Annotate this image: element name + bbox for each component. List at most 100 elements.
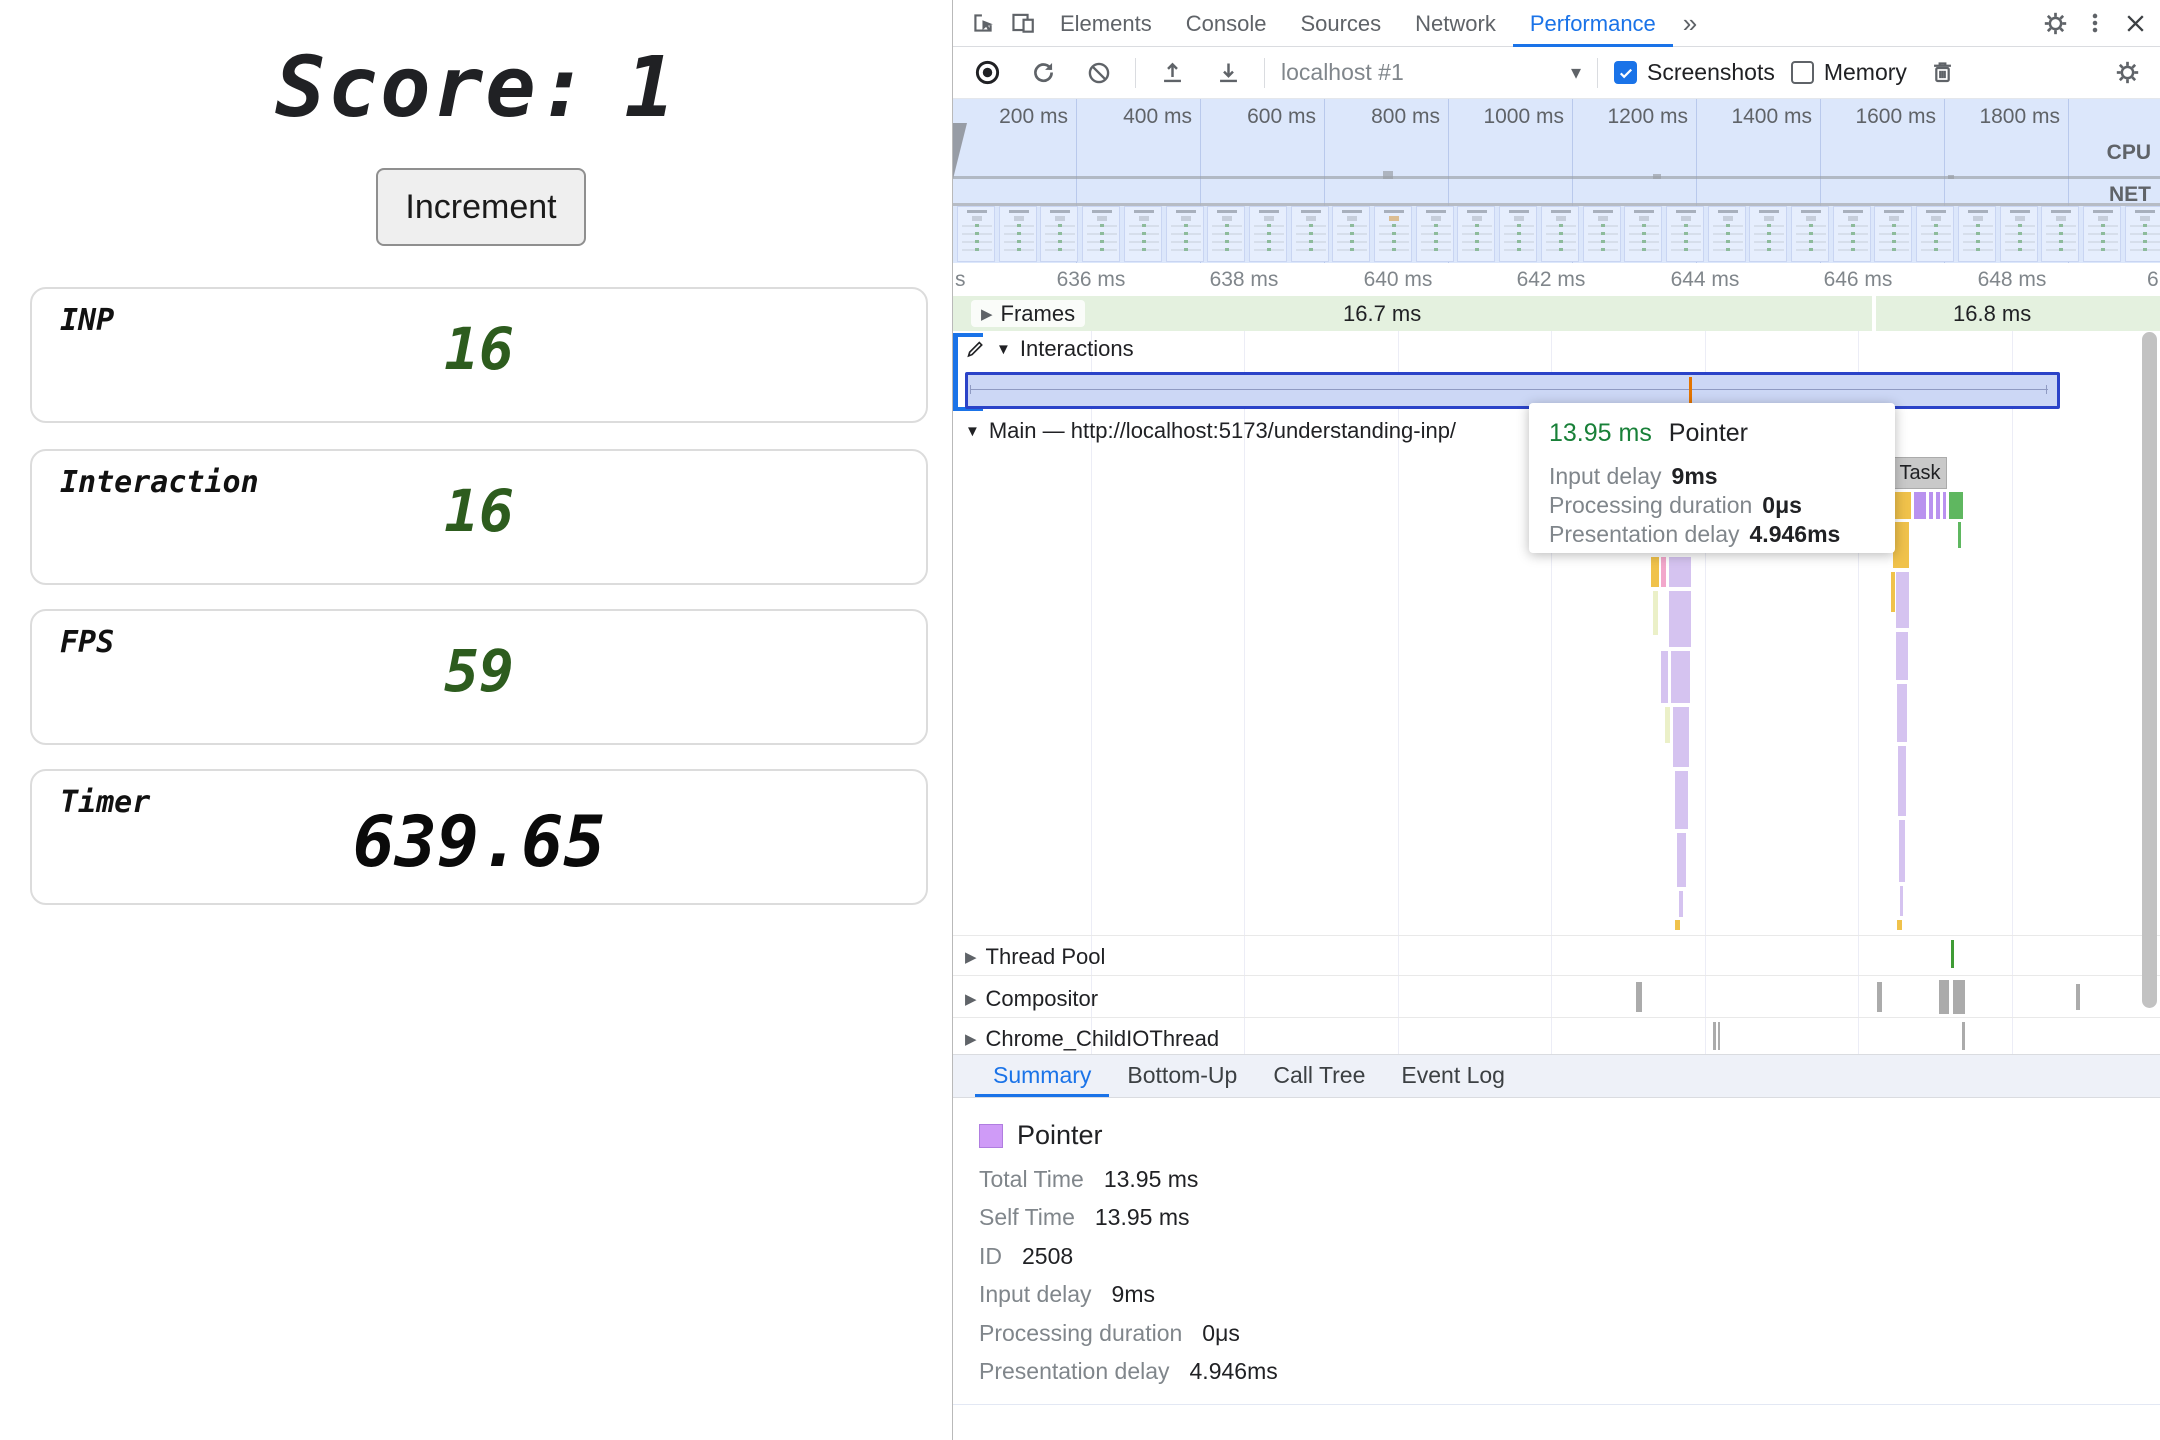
screenshots-label[interactable]: Screenshots — [1647, 59, 1775, 85]
filmstrip-thumbnail[interactable] — [2041, 206, 2080, 262]
pointer-color-swatch — [979, 1123, 1003, 1148]
filmstrip-thumbnail[interactable] — [1040, 206, 1079, 262]
main-thread-track-header[interactable]: ▼ Main — http://localhost:5173/understan… — [965, 418, 1456, 444]
record-icon[interactable] — [967, 53, 1007, 93]
net-divider — [953, 203, 2160, 206]
metric-card-timer: Timer 639.65 — [30, 769, 928, 905]
tab-sources[interactable]: Sources — [1300, 10, 1382, 36]
more-options-kebab-icon[interactable] — [2075, 3, 2115, 43]
selected-track-bracket — [953, 333, 983, 337]
filmstrip-thumbnail[interactable] — [1957, 206, 1996, 262]
screenshots-checkbox[interactable] — [1614, 61, 1637, 84]
filmstrip-thumbnail[interactable] — [1791, 206, 1829, 262]
flame-chart-bars[interactable] — [953, 0, 2160, 1054]
tab-network[interactable]: Network — [1415, 10, 1496, 36]
tab-bottom-up[interactable]: Bottom-Up — [1127, 1062, 1238, 1088]
filmstrip-thumbnail[interactable] — [957, 206, 995, 262]
thread-pool-track-header[interactable]: ▶ Thread Pool — [965, 944, 1105, 970]
filmstrip-thumbnail[interactable] — [1290, 206, 1329, 262]
filmstrip-thumbnail[interactable] — [1248, 206, 1287, 262]
timeline-overview[interactable]: 200 ms 400 ms 600 ms 800 ms 1000 ms 1200 ms 14… — [953, 99, 2160, 263]
memory-label[interactable]: Memory — [1823, 59, 1907, 85]
interactions-track-header[interactable]: ▼ Interactions — [963, 336, 1134, 362]
more-tabs-icon[interactable]: » — [1682, 7, 1698, 38]
performance-toolbar: localhost #1 ▾ Screenshots Memory — [953, 47, 2160, 99]
filmstrip-thumbnail[interactable] — [1582, 206, 1621, 262]
filmstrip-thumbnail[interactable] — [1165, 206, 1204, 262]
filmstrip-thumbnail[interactable] — [1874, 206, 1913, 262]
filmstrip-thumbnail[interactable] — [1749, 206, 1788, 262]
filmstrip-thumbnail[interactable] — [1624, 206, 1663, 262]
filmstrip-thumbnail[interactable] — [1832, 206, 1871, 262]
summary-row-label: Total Time — [979, 1165, 1084, 1192]
clear-recording-icon[interactable] — [1079, 53, 1119, 93]
increment-button[interactable]: Increment — [376, 168, 586, 246]
history-select[interactable]: localhost #1 ▾ — [1281, 59, 1581, 86]
filmstrip-thumbnail[interactable] — [998, 206, 1037, 262]
tab-summary[interactable]: Summary — [975, 1054, 1109, 1097]
interaction-tooltip: 13.95 ms Pointer Input delay 9ms Processi… — [1529, 403, 1895, 553]
edit-track-pen-icon[interactable] — [963, 337, 987, 361]
compositor-label: Compositor — [985, 986, 1099, 1011]
childio-track-header[interactable]: ▶ Chrome_ChildIOThread — [965, 1026, 1219, 1052]
expander-collapsed-icon[interactable]: ▶ — [965, 949, 977, 966]
filmstrip-thumbnail[interactable] — [2124, 206, 2160, 262]
expander-expanded-icon[interactable]: ▼ — [996, 340, 1011, 358]
metric-label: Interaction — [60, 465, 259, 500]
expander-collapsed-icon[interactable]: ▶ — [981, 305, 993, 323]
settings-gear-icon[interactable] — [2035, 3, 2075, 43]
tab-event-log[interactable]: Event Log — [1401, 1062, 1505, 1088]
collect-garbage-icon[interactable] — [1923, 53, 1963, 93]
cpu-label: CPU — [2106, 141, 2151, 164]
summary-panel: Pointer Total Time 13.95 ms Self Time 13.9… — [953, 1098, 2160, 1405]
filmstrip-thumbnail[interactable] — [1082, 206, 1121, 262]
filmstrip-thumbnail[interactable] — [2082, 206, 2121, 262]
filmstrip-thumbnail[interactable] — [1999, 206, 2038, 262]
filmstrip-thumbnail[interactable] — [1332, 206, 1371, 262]
tooltip-duration: 13.95 ms — [1549, 419, 1652, 447]
filmstrip-thumbnail[interactable] — [1499, 206, 1538, 262]
tab-performance[interactable]: Performance — [1513, 0, 1673, 47]
filmstrip-thumbnail[interactable] — [1540, 206, 1579, 262]
metric-card-fps: FPS 59 — [30, 609, 928, 745]
expander-expanded-icon[interactable]: ▼ — [965, 422, 980, 440]
interaction-whisker — [970, 389, 2048, 390]
expander-collapsed-icon[interactable]: ▶ — [965, 1031, 977, 1048]
load-profile-icon[interactable] — [1152, 53, 1192, 93]
filmstrip-thumbnail[interactable] — [1123, 206, 1162, 262]
frames-track-header[interactable]: ▶ Frames — [971, 300, 1086, 327]
compositor-track-header[interactable]: ▶ Compositor — [965, 986, 1098, 1012]
reload-record-icon[interactable] — [1023, 53, 1063, 93]
tab-console[interactable]: Console — [1185, 10, 1267, 36]
filmstrip-thumbnail[interactable] — [1457, 206, 1496, 262]
metric-value: 639.65 — [352, 801, 606, 883]
filmstrip-thumbnail[interactable] — [1415, 206, 1454, 262]
filmstrip-thumbnail[interactable] — [1707, 206, 1746, 262]
web-page: Score: 1 Increment INP 16 Interaction 16 … — [0, 0, 952, 1440]
tab-call-tree[interactable]: Call Tree — [1273, 1062, 1366, 1088]
inspect-element-icon[interactable] — [963, 3, 1003, 43]
summary-row-value: 2508 — [1022, 1242, 1074, 1269]
filmstrip-thumbnail[interactable] — [1665, 206, 1704, 262]
summary-row-value: 0μs — [1202, 1319, 1240, 1346]
interaction-span-bar[interactable] — [965, 372, 2060, 409]
summary-row-value: 4.946ms — [1189, 1358, 1278, 1385]
interactions-track-label: Interactions — [1019, 336, 1134, 361]
close-devtools-icon[interactable] — [2115, 3, 2155, 43]
filmstrip-thumbnail[interactable] — [1374, 206, 1412, 262]
capture-settings-gear-icon[interactable] — [2107, 53, 2147, 93]
save-profile-icon[interactable] — [1208, 53, 1248, 93]
metric-value: 59 — [444, 637, 514, 705]
tooltip-row-value: 4.946ms — [1749, 521, 1841, 547]
memory-checkbox[interactable] — [1790, 61, 1814, 84]
interaction-event-tick — [1689, 377, 1692, 404]
tab-elements[interactable]: Elements — [1060, 10, 1152, 36]
device-toolbar-icon[interactable] — [1003, 3, 1043, 43]
expander-collapsed-icon[interactable]: ▶ — [965, 991, 977, 1008]
vertical-scrollbar-thumb[interactable] — [2142, 332, 2157, 1008]
divider — [953, 1404, 2160, 1405]
filmstrip-thumbnail[interactable] — [1916, 206, 1955, 262]
task-block[interactable]: Task — [1893, 457, 1947, 489]
frames-track[interactable]: 16.7 ms 16.8 ms ▶ Frames — [953, 296, 2160, 331]
filmstrip-thumbnail[interactable] — [1207, 206, 1246, 262]
